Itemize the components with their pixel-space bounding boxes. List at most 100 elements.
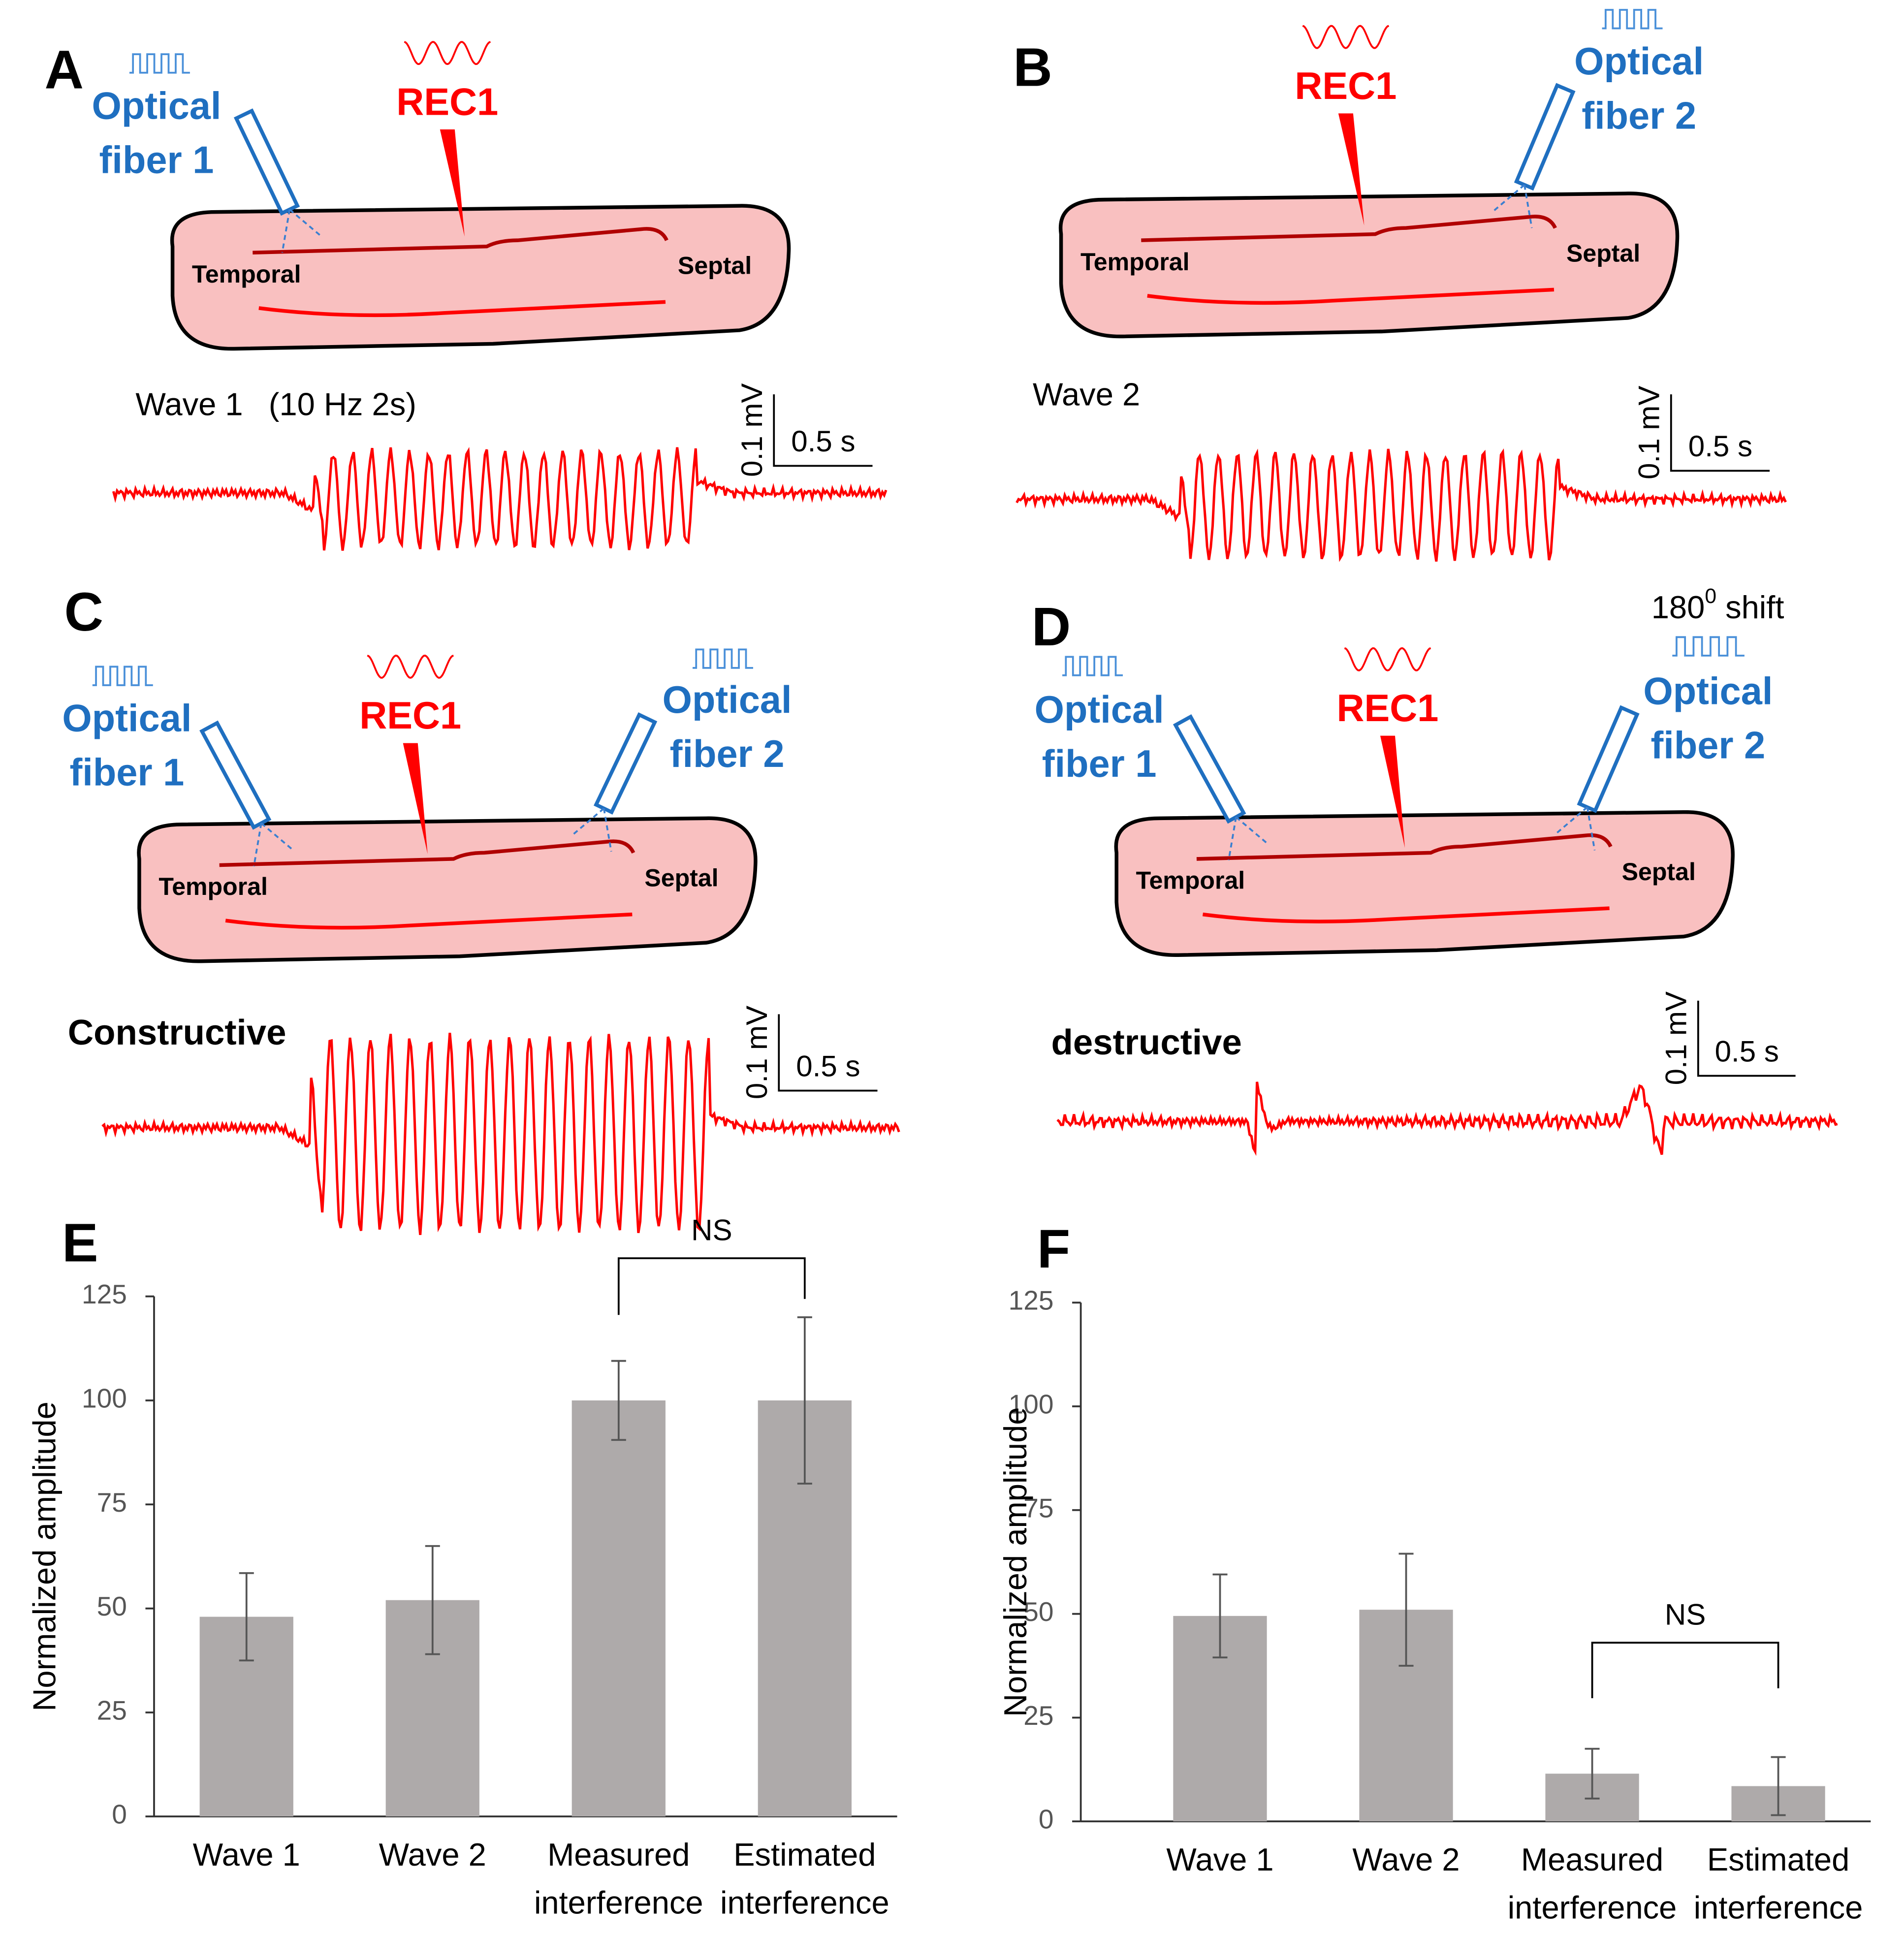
lfp-trace — [1015, 448, 1787, 562]
septal-label: Septal — [1566, 239, 1640, 267]
trace-label: Constructive — [68, 1013, 286, 1052]
lower-layer — [1202, 906, 1610, 923]
y-tick-label: 100 — [1009, 1389, 1054, 1420]
scale-t: 0.5 s — [1715, 1035, 1779, 1068]
scale-v: 0.1 mV — [1660, 991, 1693, 1085]
scale-v: 0.1 mV — [740, 1006, 773, 1099]
text-line: fiber 1 — [69, 751, 184, 793]
ns-bracket — [1591, 1642, 1779, 1698]
text-line: Optical — [62, 697, 191, 739]
light-cone — [1555, 806, 1588, 835]
scale-bar — [1670, 394, 1770, 472]
text-line: Estimated — [1707, 1841, 1849, 1877]
optical-fiber — [1577, 705, 1640, 813]
scale-v: 0.1 mV — [1633, 386, 1666, 479]
lower-layer — [258, 300, 666, 317]
error-bar — [425, 1545, 440, 1655]
temporal-label: Temporal — [1136, 867, 1245, 894]
fiber-label: Optical fiber 2 — [1574, 40, 1704, 137]
upper-layer — [219, 839, 635, 867]
optical-fiber — [593, 712, 658, 815]
rec-label: REC1 — [359, 695, 461, 737]
scale-v: 0.1 mV — [735, 383, 768, 477]
x-tick-label: Wave 1 — [193, 1837, 300, 1873]
optical-fiber — [1514, 83, 1576, 191]
lower-layer — [1147, 287, 1555, 305]
light-cone — [253, 823, 262, 867]
light-cone — [571, 807, 604, 836]
panel-letter: E — [62, 1213, 98, 1273]
y-tick-label: 75 — [1023, 1492, 1053, 1523]
temporal-label: Temporal — [159, 873, 268, 900]
y-axis-label: Normalized amplitude — [26, 1401, 62, 1711]
slice: Temporal Septal — [170, 204, 791, 351]
y-tick-label: 0 — [1039, 1804, 1054, 1835]
trace-note: (10 Hz 2s) — [269, 386, 416, 422]
text-line: interference — [720, 1885, 889, 1921]
upper-layer — [1141, 215, 1557, 242]
light-cone — [1523, 185, 1533, 228]
error-bar — [1771, 1756, 1786, 1816]
shift-superscript: 0 — [1705, 584, 1716, 608]
panel-letter: A — [44, 39, 84, 100]
upper-layer — [253, 227, 668, 254]
pulse-icon — [92, 666, 153, 686]
y-tick-label: 125 — [82, 1279, 127, 1309]
rec-icon — [404, 41, 491, 65]
optical-fiber — [1173, 714, 1246, 824]
error-bar — [1585, 1747, 1600, 1800]
error-bar — [797, 1316, 812, 1485]
light-cone — [1228, 817, 1237, 860]
shift-number: 180 — [1651, 589, 1705, 625]
x-tick-label: Wave 2 — [1352, 1841, 1460, 1877]
panel-letter: F — [1037, 1219, 1070, 1279]
y-tick-label: 50 — [97, 1591, 127, 1621]
text-line: Measured — [1521, 1841, 1663, 1877]
text-line: interference — [1508, 1890, 1677, 1926]
x-tick-label: Measured interference — [534, 1837, 703, 1921]
light-cone — [281, 209, 291, 253]
pulse-icon — [693, 648, 753, 669]
text-line: Optical — [663, 678, 792, 721]
fiber-label: Optical fiber 1 — [62, 697, 191, 793]
rec-icon — [1302, 25, 1390, 49]
rec-label: REC1 — [1336, 687, 1438, 730]
scale-bar — [1697, 1000, 1796, 1077]
panel-letter: C — [64, 582, 104, 642]
text-line: Measured — [547, 1837, 690, 1873]
rec-icon — [1344, 647, 1431, 671]
trace-label: Wave 2 — [1033, 376, 1140, 412]
y-tick-label: 125 — [1009, 1285, 1054, 1316]
light-cone — [289, 209, 322, 238]
pulse-icon — [129, 53, 190, 74]
x-tick-label: Wave 2 — [379, 1837, 486, 1873]
x-tick-label: Measured interference — [1508, 1841, 1677, 1926]
rec-label: REC1 — [1295, 65, 1396, 107]
pulse-icon — [1062, 656, 1123, 676]
fiber-label: Optical fiber 2 — [663, 678, 792, 775]
x-tick-label: Estimated interference — [1694, 1841, 1863, 1926]
scale-t: 0.5 s — [791, 425, 855, 458]
optical-fiber — [233, 108, 300, 216]
fiber-label: Optical fiber 1 — [1035, 689, 1164, 785]
rec-icon — [367, 654, 454, 679]
rec-label: REC1 — [396, 81, 498, 123]
pulse-icon — [1672, 636, 1745, 657]
scale-t: 0.5 s — [1688, 430, 1752, 463]
light-cone — [1491, 184, 1525, 213]
septal-label: Septal — [1622, 858, 1696, 886]
text-line: fiber 2 — [1582, 95, 1696, 137]
trace-label: destructive — [1051, 1022, 1242, 1062]
shift-label: 1800 shift — [1651, 584, 1784, 625]
fiber-label: Optical fiber 1 — [92, 85, 221, 181]
x-tick-label: Wave 1 — [1166, 1841, 1273, 1877]
light-cone — [603, 808, 612, 852]
y-tick-label: 25 — [97, 1695, 127, 1725]
slice: Temporal Septal — [1114, 810, 1735, 957]
scale-bar — [773, 394, 873, 467]
lower-layer — [225, 912, 633, 930]
text-line: Optical — [92, 85, 221, 127]
upper-layer — [1196, 833, 1613, 861]
slice: Temporal Septal — [137, 816, 758, 963]
septal-label: Septal — [678, 252, 752, 279]
